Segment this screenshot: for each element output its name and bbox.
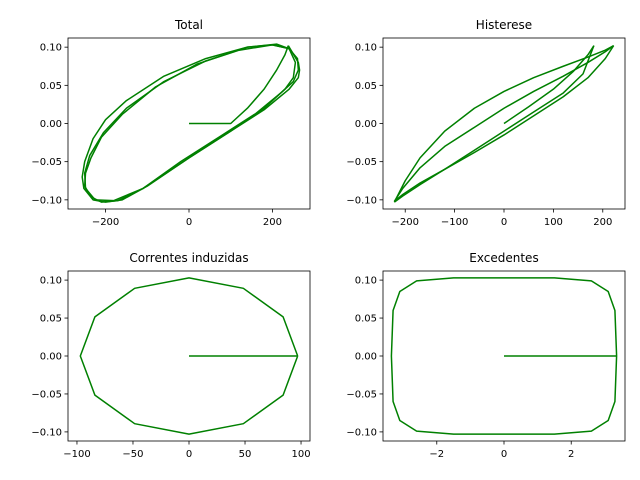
y-tick-label: 0.05 <box>355 81 377 92</box>
series-line-3 <box>393 45 615 202</box>
x-tick-label: −200 <box>92 217 119 228</box>
x-tick-label: −100 <box>441 217 468 228</box>
y-tick-label: −0.10 <box>31 427 62 438</box>
x-tick-label: 0 <box>186 217 192 228</box>
y-tick-label: 0.05 <box>355 314 377 325</box>
x-tick-label: −200 <box>391 217 418 228</box>
series-line-3 <box>83 43 297 202</box>
x-tick-label: 0 <box>501 449 507 460</box>
subplot-title: Correntes induzidas <box>129 251 248 265</box>
x-tick-label: 0 <box>186 449 192 460</box>
x-tick-label: 100 <box>544 217 563 228</box>
x-tick-label: −100 <box>63 449 90 460</box>
y-tick-label: 0.10 <box>355 43 377 54</box>
x-tick-label: −50 <box>122 449 143 460</box>
x-tick-label: −2 <box>429 449 444 460</box>
series-line-0 <box>189 45 290 125</box>
y-tick-label: 0.00 <box>40 352 62 363</box>
series-line-1 <box>81 44 301 203</box>
x-tick-label: 2 <box>568 449 574 460</box>
series-line-4 <box>393 45 615 202</box>
subplot-title: Total <box>174 18 203 32</box>
subplot-2: −100 −50 0 50 100 −0.10 −0.05 0.00 0.05 0.10 Corre… <box>31 251 310 460</box>
series-line-1 <box>79 277 299 435</box>
subplot-title: Histerese <box>476 18 532 32</box>
subplot-3: −2 0 2 −0.10 −0.05 0.00 0.05 0.10 Excedentes <box>346 251 626 460</box>
y-tick-label: −0.10 <box>31 195 62 206</box>
y-tick-label: −0.05 <box>31 157 62 168</box>
x-tick-label: 100 <box>291 449 310 460</box>
series-line-2 <box>393 44 614 203</box>
x-tick-label: 0 <box>501 217 507 228</box>
series-line-1 <box>393 45 595 203</box>
y-tick-label: −0.10 <box>346 195 377 206</box>
x-tick-label: 200 <box>263 217 282 228</box>
subplot-title: Excedentes <box>469 251 538 265</box>
x-tick-label: 50 <box>239 449 252 460</box>
y-tick-label: −0.05 <box>31 389 62 400</box>
subplot-1: −200 −100 0 100 200 −0.10 −0.05 0.00 0.05 0.10 His… <box>346 18 626 228</box>
y-tick-label: 0.10 <box>40 43 62 54</box>
y-tick-label: −0.05 <box>346 389 377 400</box>
x-tick-label: 200 <box>593 217 612 228</box>
y-tick-label: 0.05 <box>40 81 62 92</box>
y-tick-label: 0.00 <box>355 119 377 130</box>
y-tick-label: 0.10 <box>40 276 62 287</box>
y-tick-label: −0.05 <box>346 157 377 168</box>
y-tick-label: 0.00 <box>355 352 377 363</box>
y-tick-label: −0.10 <box>346 427 377 438</box>
y-tick-label: 0.05 <box>40 314 62 325</box>
subplot-0: −200 0 200 −0.10 −0.05 0.00 0.05 0.10 Total <box>31 18 311 228</box>
series-line-0 <box>503 45 595 125</box>
series-line-1 <box>390 277 618 435</box>
y-tick-label: 0.00 <box>40 119 62 130</box>
y-tick-label: 0.10 <box>355 276 377 287</box>
